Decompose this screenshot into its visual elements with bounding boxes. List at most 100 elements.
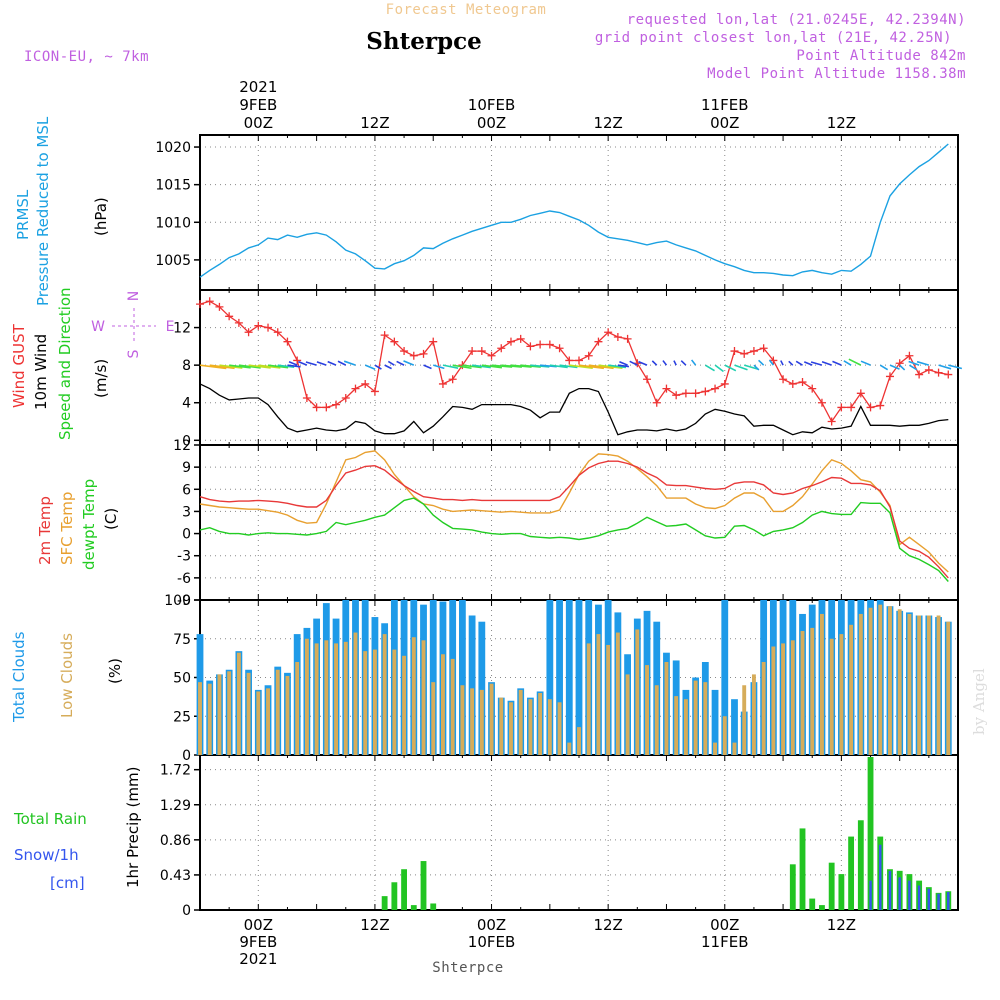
wind-gust-marker: [740, 349, 749, 358]
wind-gust-marker: [196, 300, 204, 309]
panel-pressure: 1005 1010 1015 1020: [155, 134, 959, 291]
low-clouds-bar: [470, 688, 475, 755]
y-tick-label: 1.29: [160, 798, 191, 814]
low-clouds-bar: [878, 604, 883, 755]
wind-direction-arrow: [629, 360, 638, 366]
wind-gust-marker: [283, 337, 292, 346]
low-clouds-bar: [207, 683, 212, 755]
wind-gust-marker: [234, 318, 243, 327]
low-clouds-bar: [703, 682, 708, 755]
pressure-line: [199, 143, 949, 278]
y-tick-label: 1.72: [160, 763, 191, 779]
wind-direction-arrow: [724, 364, 737, 372]
low-clouds-bar: [256, 691, 261, 755]
wind-gust-marker: [808, 384, 817, 393]
temp-sfc-line: [199, 450, 949, 573]
low-clouds-bar: [829, 638, 834, 755]
wind-direction-arrow: [384, 364, 392, 370]
wind-direction-arrow: [374, 364, 382, 370]
wind-gust-marker: [516, 334, 525, 343]
wind-direction-arrow: [267, 364, 289, 369]
wind-gust-marker: [545, 340, 554, 349]
y-tick-label: 100: [164, 593, 191, 609]
wind-direction-arrow: [588, 364, 614, 370]
wind-gust-marker: [487, 351, 496, 360]
low-clouds-bar: [518, 689, 523, 755]
total-clouds-bar: [458, 600, 466, 755]
wind-direction-arrow: [704, 364, 715, 372]
y-tick-label: 12: [173, 321, 191, 337]
low-clouds-bar: [926, 615, 931, 755]
wind-gust-marker: [924, 365, 933, 374]
low-clouds-bar: [800, 631, 805, 755]
total-clouds-bar: [731, 699, 738, 755]
low-clouds-bar: [683, 699, 688, 755]
wind-gust-marker: [526, 342, 535, 351]
wind-direction-arrow: [559, 364, 578, 369]
rain-bar: [789, 864, 796, 910]
wind-direction-arrow: [209, 364, 235, 370]
wind-gust-marker: [944, 370, 953, 379]
low-clouds-bar: [402, 655, 407, 755]
page-title: Shterpce: [366, 28, 481, 55]
wind-direction-arrow: [258, 364, 281, 369]
wind-gust-marker: [837, 403, 846, 412]
low-clouds-bar: [557, 702, 562, 755]
low-clouds-bar: [304, 638, 309, 755]
wind-gust-marker: [730, 347, 739, 356]
total-clouds-bar: [721, 600, 729, 755]
low-clouds-bar: [645, 665, 649, 755]
wind-gust-marker: [244, 328, 253, 337]
low-clouds-bar: [411, 637, 416, 755]
wind-gust-marker: [701, 387, 710, 396]
wind-direction-arrow: [501, 364, 523, 368]
wind-gust-marker: [604, 328, 613, 337]
wind-direction-arrow: [387, 360, 395, 366]
y-tick-label: 0: [182, 527, 191, 543]
y-tick-label: 1015: [155, 178, 191, 194]
total-clouds-bar: [711, 689, 719, 755]
rain-bar: [857, 820, 864, 910]
snow-bar: [927, 888, 931, 910]
snow-bar: [888, 870, 892, 910]
wind-gust-marker: [380, 331, 389, 340]
low-clouds-bar: [489, 683, 494, 755]
wind-speed-line: [199, 383, 949, 436]
wind-direction-arrow: [433, 364, 445, 370]
wind-gust-marker: [681, 389, 690, 398]
bottom-time-label: 00Z: [710, 916, 739, 934]
wind-direction-arrow: [743, 364, 759, 370]
compass-cross: [112, 308, 156, 344]
top-time-label: 12Z: [593, 114, 622, 132]
low-clouds-bar: [771, 646, 776, 755]
wind-direction-arrow: [238, 364, 261, 369]
wind-gust-marker: [400, 347, 409, 356]
temp-unit-label: (C): [102, 508, 120, 530]
wind-gust-marker: [827, 417, 836, 426]
y-tick-label: 8: [182, 358, 191, 374]
top-time-label: 9FEB: [239, 96, 277, 114]
compass-west: W: [91, 319, 105, 335]
wind-gust-marker: [662, 384, 671, 393]
wind-gust-marker: [468, 347, 477, 356]
wind-direction-arrow: [810, 361, 823, 366]
low-clouds-bar: [606, 644, 611, 755]
low-clouds-bar: [907, 613, 912, 755]
low-clouds-bar: [615, 632, 620, 755]
wind-gust-marker: [885, 372, 894, 381]
y-tick-label: 0: [182, 748, 191, 764]
rain-bar: [391, 882, 398, 910]
low-clouds-bar: [820, 613, 824, 755]
rain-bar: [401, 869, 407, 910]
rain-bar: [867, 757, 874, 910]
rain-bar: [838, 874, 845, 910]
wind-gust-marker: [565, 356, 574, 365]
panel-frame: [199, 134, 959, 291]
wind-direction-arrow: [287, 364, 301, 368]
y-tick-label: 1005: [155, 253, 191, 269]
panel-frame: [199, 289, 959, 446]
low-clouds-bar: [324, 640, 329, 755]
wind-direction-arrow: [229, 364, 251, 369]
wind-gust-marker: [711, 384, 720, 393]
rain-bar: [819, 905, 825, 910]
